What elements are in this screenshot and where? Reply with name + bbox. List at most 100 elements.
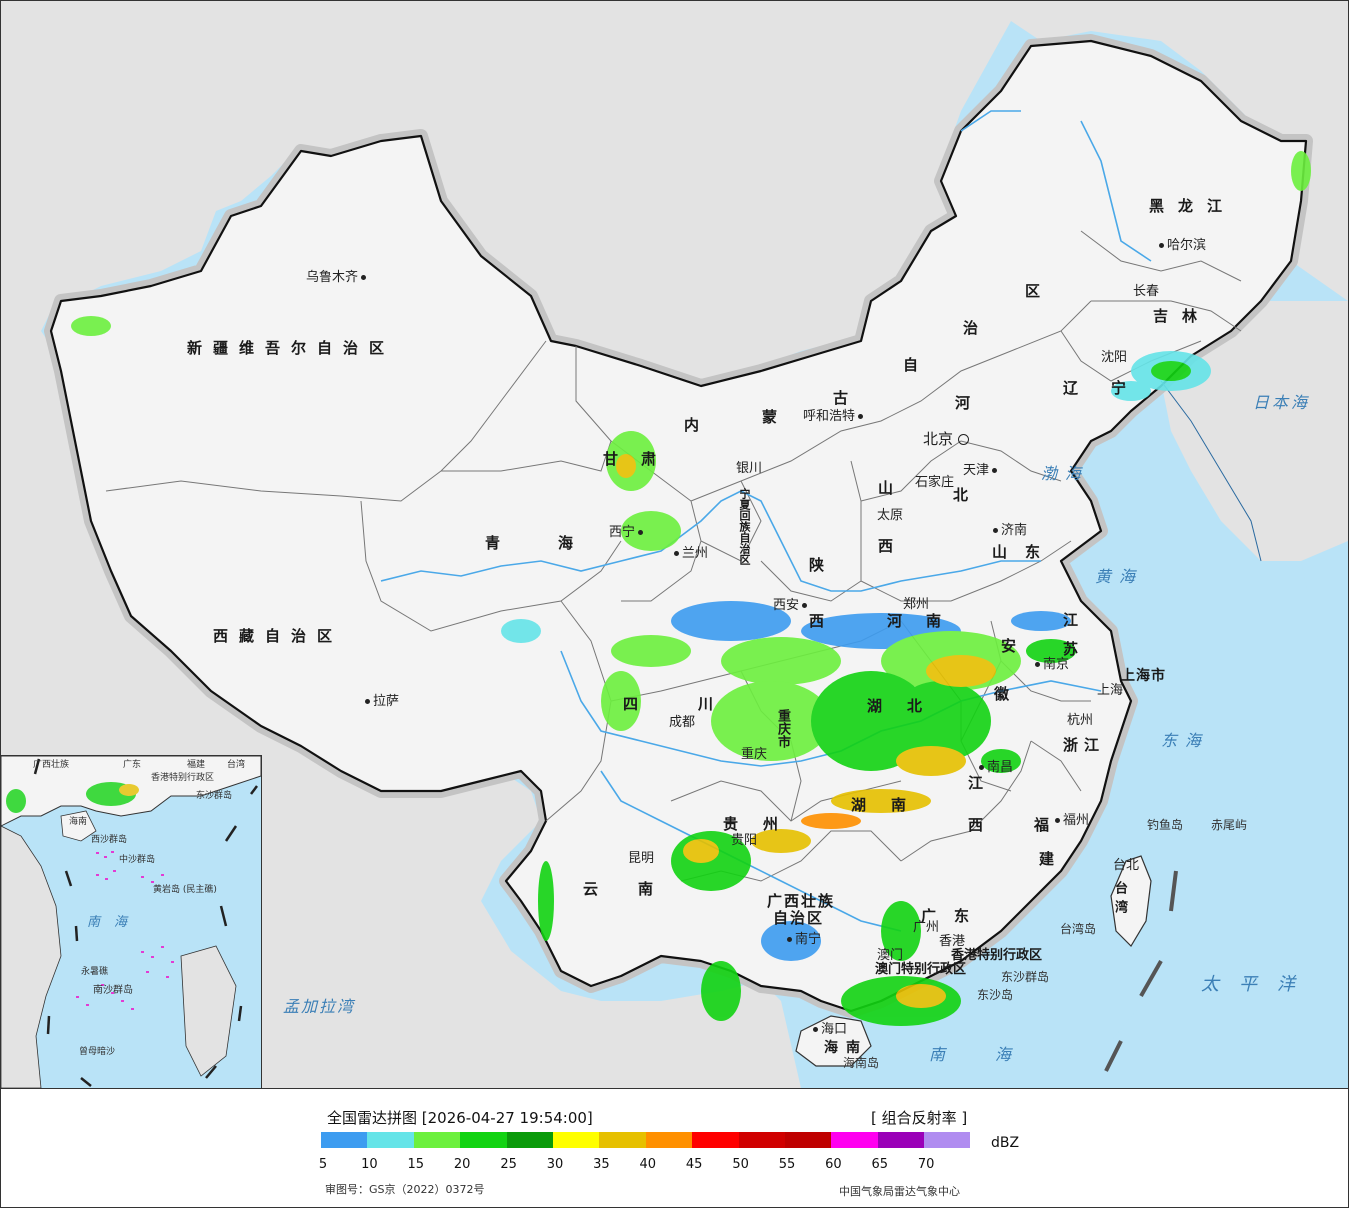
label-ribenhai: 日本海 (1253, 393, 1311, 412)
label-anhui-2: 徽 (994, 685, 1021, 703)
label-shandong: 山东 (992, 543, 1059, 561)
korea-coast (1160, 380, 1262, 562)
city-beijing: 北京 (923, 432, 969, 447)
label-jiangxi-1: 江 (968, 774, 995, 792)
inset-label-taiwan: 台湾 (227, 760, 246, 770)
city-taipei: 台北 (1113, 858, 1140, 873)
label-shaanxi-2: 西 (809, 612, 836, 630)
legend-tick-label: 10 (361, 1157, 378, 1172)
city-haikou: 海口 (813, 1023, 847, 1036)
legend-swatch (924, 1132, 971, 1148)
label-fujian-1: 福 (1034, 816, 1061, 834)
label-qinghai: 青海 (485, 534, 632, 552)
label-jiangxi-2: 西 (968, 816, 995, 834)
city-nanning: 南宁 (787, 933, 821, 946)
inset-label-zengmu: 曾母暗沙 (79, 1047, 116, 1057)
inset-label-hongkong: 香港特别行政区 (151, 773, 215, 783)
inset-label-huangyan: 黄岩岛 (民主礁) (153, 885, 217, 895)
label-taipingyang: 太平洋 (1201, 974, 1315, 995)
label-jilin: 吉林 (1153, 307, 1212, 325)
label-nmg-3: 古 (833, 389, 860, 407)
legend-swatch (321, 1132, 368, 1148)
agency-name: 中国气象局雷达气象中心 (839, 1185, 960, 1198)
inset-canvas (1, 756, 261, 1088)
legend-color-bar (321, 1132, 971, 1148)
label-anhui-1: 安 (1001, 637, 1028, 655)
legend-swatch (460, 1132, 507, 1148)
label-guizhou: 贵州 (723, 815, 804, 833)
label-guangxi-1: 广西壮族 (767, 892, 836, 910)
map-permit-number: 审图号：GS京（2022）0372号 (325, 1183, 485, 1196)
label-nmg-6: 区 (1025, 282, 1052, 300)
label-jiangsu-2: 苏 (1063, 640, 1090, 658)
label-guangxi-2: 自治区 (773, 909, 825, 927)
label-henan-2: 南 (926, 612, 953, 630)
label-donghai: 东海 (1161, 731, 1210, 750)
city-chengdu: 成都 (669, 715, 696, 730)
legend: 全国雷达拼图 [2026-04-27 19:54:00] [ 组合反射率 ] d… (1, 1089, 1348, 1207)
city-jinan: 济南 (993, 524, 1027, 537)
label-hainan: 海南 (824, 1040, 868, 1056)
label-shaanxi-1: 陕 (809, 556, 836, 574)
city-hohhot: 呼和浩特 (803, 410, 864, 423)
label-liaoning-1: 辽 (1063, 379, 1090, 397)
legend-tick-label: 20 (453, 1157, 471, 1172)
legend-swatch (552, 1132, 600, 1148)
label-gansu-1: 甘 (603, 450, 630, 468)
label-xizang: 西藏自治区 (213, 627, 344, 645)
city-macau: 澳门 (877, 948, 904, 963)
legend-tick-label: 35 (593, 1157, 610, 1172)
pacific-sea (1101, 541, 1348, 1088)
city-tianjin: 天津 (963, 464, 1000, 477)
neighbour-land-north (1, 1, 1348, 381)
label-taiwan: 台湾 (1112, 881, 1127, 919)
inset-label-xisha: 西沙群岛 (91, 835, 128, 845)
legend-tick-label: 65 (871, 1157, 889, 1172)
inset-label-nanhai: 南海 (87, 915, 142, 930)
nine-dash-line (1104, 870, 1178, 1072)
label-hongkong: 香港特别行政区 (951, 948, 1043, 963)
legend-swatch (645, 1132, 693, 1148)
legend-swatch (506, 1132, 553, 1148)
inset-label-dongsha: 东沙群岛 (196, 791, 233, 801)
label-hebei-2: 北 (953, 486, 980, 504)
city-kunming: 昆明 (628, 851, 655, 866)
legend-tick-label: 55 (778, 1157, 796, 1172)
city-chongqing: 重庆 (741, 747, 768, 762)
label-bohai: 渤海 (1041, 464, 1090, 483)
inset-label-yongshu: 永暑礁 (81, 967, 109, 977)
city-changchun: 长春 (1133, 284, 1160, 299)
island-dongsha-group: 东沙群岛 (1001, 970, 1050, 984)
label-hunan-2: 南 (891, 796, 918, 814)
island-diaoyu: 钓鱼岛 (1147, 818, 1184, 832)
label-jiangsu-1: 江 (1063, 611, 1090, 629)
island-taiwan: 台湾岛 (1060, 922, 1097, 936)
label-yunnan: 云南 (583, 880, 694, 898)
label-liaoning-2: 宁 (1111, 379, 1138, 397)
city-xian: 西安 (773, 599, 808, 612)
label-zhejiang: 浙江 (1063, 736, 1106, 754)
label-hebei-1: 河 (955, 394, 982, 412)
south-china-sea-inset: 广西壮族 广东 福建 台湾 香港特别行政区 东沙群岛 海南 西沙群岛 中沙群岛 … (1, 755, 262, 1088)
radar-echoes (71, 151, 1311, 1026)
label-nmg-4: 自 (903, 356, 930, 374)
label-hubei-1: 湖 (867, 697, 894, 715)
island-chiwei: 赤尾屿 (1211, 818, 1248, 832)
inset-label-fujian: 福建 (187, 760, 206, 770)
city-shenyang: 沈阳 (1101, 350, 1128, 365)
label-shanxi-2: 西 (878, 537, 905, 555)
legend-tick-label: 25 (500, 1157, 517, 1172)
legend-tick-label: 50 (732, 1157, 749, 1172)
legend-swatch (599, 1132, 646, 1148)
legend-swatch (877, 1132, 925, 1148)
city-lanzhou: 兰州 (674, 547, 708, 560)
legend-product: [ 组合反射率 ] (871, 1109, 968, 1127)
city-shanghai: 上海 (1097, 683, 1124, 698)
inset-label-zhongsha: 中沙群岛 (119, 855, 156, 865)
radar-map: 新疆维吾尔自治区 西藏自治区 青海 甘 肃 内 蒙 古 自 治 区 黑龙江 吉林… (1, 1, 1348, 1089)
map-canvas (1, 1, 1348, 1088)
legend-title: 全国雷达拼图 [2026-04-27 19:54:00] (327, 1109, 593, 1127)
legend-tick-label: 15 (407, 1157, 425, 1172)
legend-tick-label: 60 (825, 1157, 842, 1172)
